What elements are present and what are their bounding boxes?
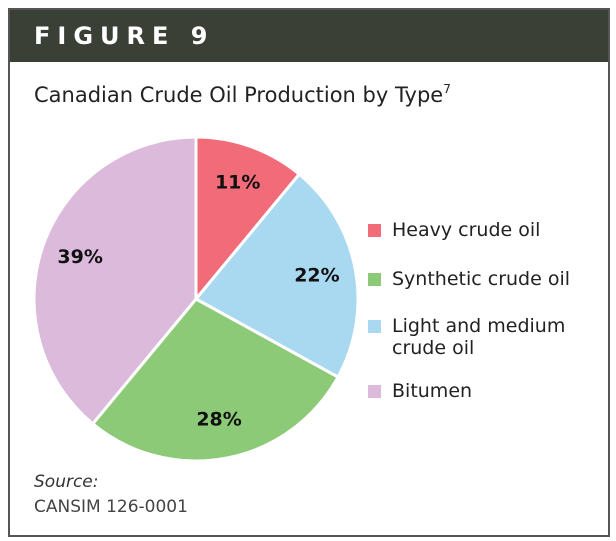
legend-label: Bitumen <box>392 380 473 402</box>
chart: 11% 22% 28% 39% <box>32 135 360 463</box>
legend-label: Synthetic crude oil <box>392 268 571 290</box>
legend-label: Light and medium crude oil <box>392 315 566 359</box>
value-label: 39% <box>57 246 102 268</box>
source-text: CANSIM 126-0001 <box>34 497 188 517</box>
legend-swatch <box>368 320 381 333</box>
pie-slice <box>194 135 302 304</box>
legend-swatch <box>368 385 381 398</box>
pie-slice <box>193 172 360 380</box>
value-label: 11% <box>215 172 260 194</box>
source-label: Source: <box>34 472 99 492</box>
pie-slice <box>90 297 341 463</box>
value-label: 28% <box>196 408 241 430</box>
title-superscript: 7 <box>443 82 451 96</box>
pie-slice <box>32 135 198 426</box>
legend-label: Heavy crude oil <box>392 219 541 241</box>
figure-frame: FIGURE 9 Canadian Crude Oil Production b… <box>8 8 610 537</box>
value-label: 22% <box>294 264 339 286</box>
chart-title: Canadian Crude Oil Production by Type <box>34 83 444 107</box>
chart-title-wrap: Canadian Crude Oil Production by Type7 <box>34 82 451 107</box>
legend-swatch <box>368 224 381 237</box>
legend-swatch <box>368 273 381 286</box>
figure-label: FIGURE 9 <box>10 10 608 62</box>
